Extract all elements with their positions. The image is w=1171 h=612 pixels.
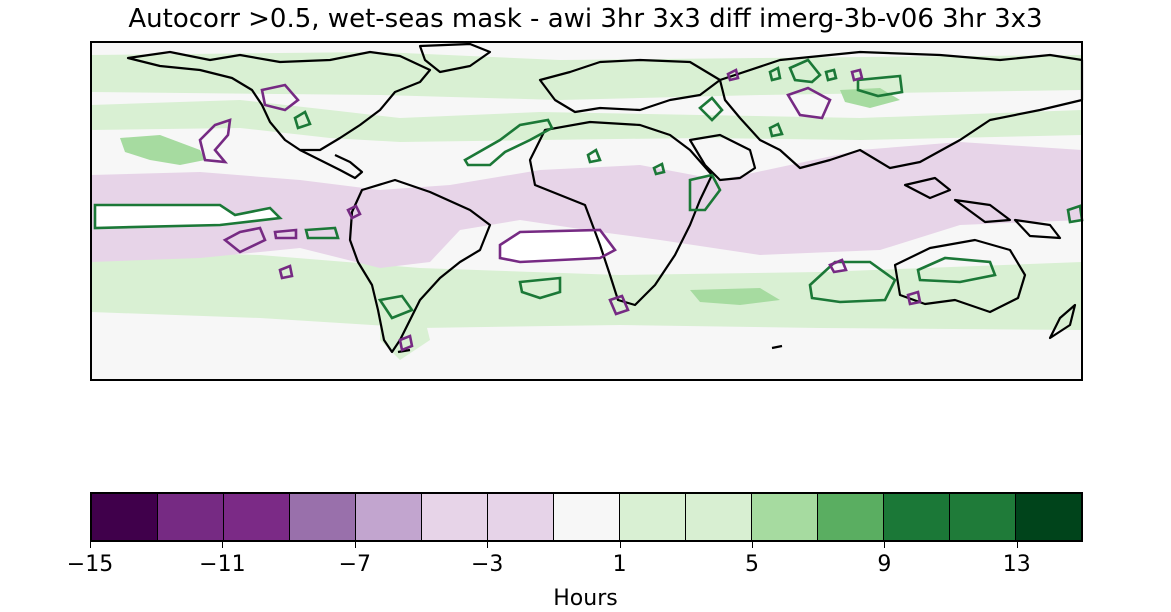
colorbar-segment — [554, 494, 620, 540]
colorbar-segment — [620, 494, 686, 540]
colorbar-segment — [158, 494, 224, 540]
colorbar-tick — [90, 542, 91, 548]
colorbar-segment — [290, 494, 356, 540]
colorbar-tick-label: 5 — [745, 552, 759, 577]
colorbar-tick-label: 13 — [1002, 552, 1031, 577]
colorbar-tick — [1016, 542, 1018, 548]
colorbar-tick-label: −7 — [338, 552, 372, 577]
colorbar-tick — [354, 542, 356, 548]
colorbar-segment — [818, 494, 884, 540]
colorbar-segment — [950, 494, 1016, 540]
colorbar-tick-label: 1 — [612, 552, 627, 577]
colorbar-segment — [1016, 494, 1081, 540]
colorbar — [90, 492, 1083, 542]
map-frame — [90, 41, 1083, 381]
colorbar-tick — [487, 542, 489, 548]
colorbar-segment — [752, 494, 818, 540]
colorbar-tick-label: −15 — [66, 552, 114, 577]
colorbar-segment — [356, 494, 422, 540]
colorbar-tick — [619, 542, 621, 548]
negative-contours — [198, 68, 922, 352]
colorbar-tick-label: −3 — [470, 552, 504, 577]
colorbar-tick — [222, 542, 224, 548]
colorbar-tick — [752, 542, 753, 548]
colorbar-ticks: −15 −11 −7 −3 1 5 9 13 — [0, 542, 1171, 582]
coastlines — [126, 42, 1084, 354]
positive-contours — [93, 58, 1084, 320]
colorbar-tick-label: 9 — [877, 552, 892, 577]
colorbar-tick — [884, 542, 886, 548]
map-panel — [90, 41, 1084, 381]
colorbar-segment — [422, 494, 488, 540]
strong-positive-fields — [120, 88, 900, 305]
colorbar-segment — [92, 494, 158, 540]
positive-anomaly-fields — [91, 52, 1082, 360]
colorbar-tick-label: −11 — [199, 552, 246, 577]
colorbar-segment — [884, 494, 950, 540]
colorbar-segment — [488, 494, 554, 540]
figure-title: Autocorr >0.5, wet-seas mask - awi 3hr 3… — [128, 4, 1043, 34]
colorbar-label: Hours — [553, 586, 618, 611]
colorbar-segment — [224, 494, 290, 540]
colorbar-segment — [686, 494, 752, 540]
